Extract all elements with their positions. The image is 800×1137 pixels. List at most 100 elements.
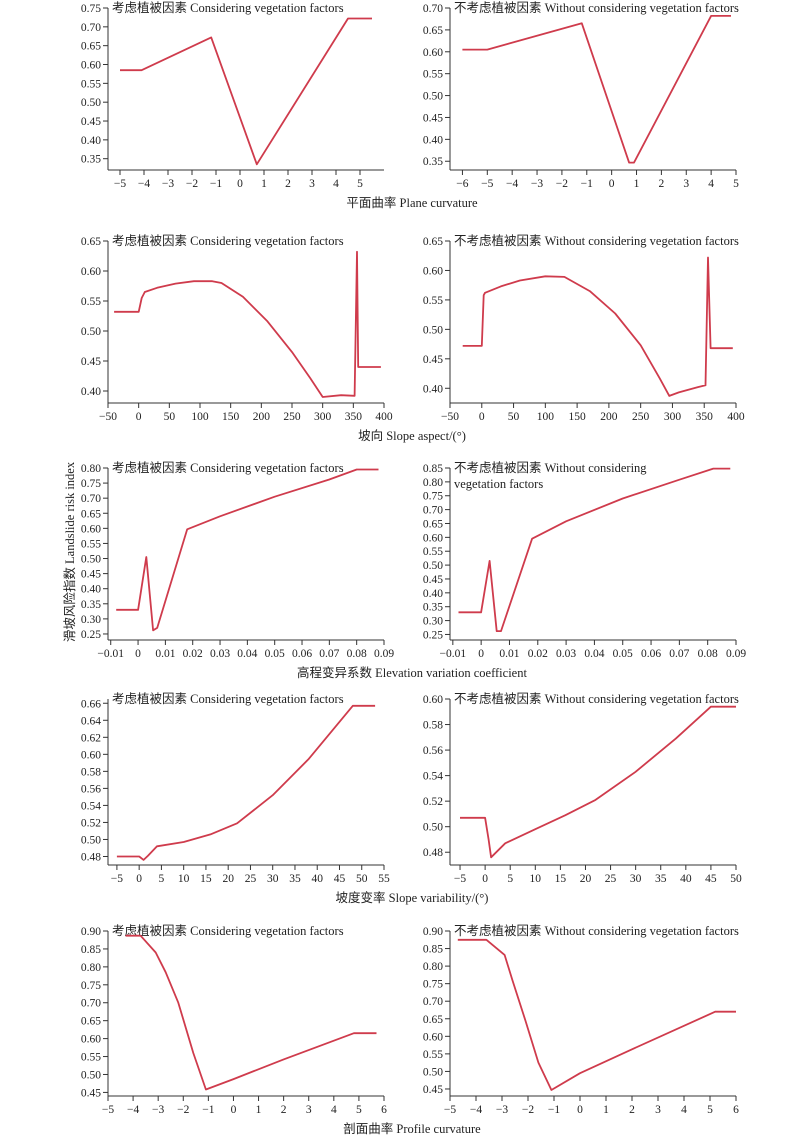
x-tick-label: −0.01 (440, 648, 467, 660)
y-tick-label: 0.50 (423, 1066, 443, 1078)
x-tick-label: 0 (135, 648, 141, 660)
y-axis-label: 滑坡风险指数 Landslide risk index (62, 461, 77, 642)
x-tick-label: 0 (479, 411, 485, 423)
y-tick-label: 0.90 (423, 926, 443, 938)
x-tick-label: 300 (314, 411, 332, 423)
x-tick-label: 40 (311, 873, 323, 885)
y-tick-label: 0.60 (423, 47, 443, 59)
x-tick-label: 100 (537, 411, 555, 423)
x-tick-label: 0 (136, 411, 142, 423)
x-tick-label: −5 (454, 873, 466, 885)
x-tick-label: −1 (202, 1104, 214, 1116)
x-tick-label: 400 (375, 411, 393, 423)
x-tick-label: 2 (629, 1104, 635, 1116)
y-tick-label: 0.54 (423, 771, 443, 783)
x-tick-label: 0 (482, 873, 488, 885)
y-tick-label: 0.48 (81, 851, 101, 863)
x-tick-label: 0.09 (726, 648, 746, 660)
x-tick-label: −1 (210, 178, 222, 190)
y-tick-label: 0.70 (423, 505, 443, 517)
x-tick-label: 20 (222, 873, 234, 885)
chart-panel-3: 0.40 0.45 0.50 0.55 0.60 0.65 −50 0 50 100 150 200 2… (81, 233, 393, 423)
x-tick-label: 10 (178, 873, 190, 885)
x-tick-label: 150 (222, 411, 240, 423)
x-tick-label: 0.05 (265, 648, 285, 660)
y-tick-label: 0.55 (423, 69, 443, 81)
x-tick-label: 5 (707, 1104, 713, 1116)
x-tick-label: 35 (655, 873, 667, 885)
y-tick-label: 0.45 (423, 574, 443, 586)
x-tick-label: −1 (548, 1104, 560, 1116)
x-tick-label: 350 (345, 411, 363, 423)
x-tick-label: 40 (680, 873, 692, 885)
x-tick-label: 15 (555, 873, 567, 885)
y-tick-label: 0.50 (81, 554, 101, 566)
x-tick-label: 2 (659, 178, 665, 190)
panel-title: 不考虑植被因素 Without considering vegetation f… (454, 233, 739, 248)
x-tick-label: 0 (609, 178, 615, 190)
y-tick-label: 0.40 (81, 135, 101, 147)
chart-panel-8: 0.48 0.50 0.52 0.54 0.56 0.58 0.60 −5 0 5 10 15 20 25… (423, 691, 742, 885)
y-tick-label: 0.64 (81, 715, 101, 727)
y-tick-label: 0.60 (423, 1031, 443, 1043)
x-tick-label: 25 (245, 873, 257, 885)
series-line-1 (462, 14, 731, 164)
y-tick-label: 0.60 (81, 1034, 101, 1046)
x-tick-label: −3 (162, 178, 174, 190)
x-tick-label: 30 (630, 873, 642, 885)
chart-panel-1: 0.35 0.40 0.45 0.50 0.55 0.60 0.65 0.70 0.75 −5 −4… (81, 0, 384, 190)
y-tick-label: 0.60 (81, 749, 101, 761)
x-tick-label: 250 (632, 411, 650, 423)
x-tick-label: 4 (333, 178, 339, 190)
x-tick-label: 250 (283, 411, 301, 423)
y-tick-label: 0.35 (81, 599, 101, 611)
x-tick-label: 5 (357, 178, 363, 190)
y-tick-label: 0.40 (423, 383, 443, 395)
x-tick-label: 25 (605, 873, 617, 885)
y-tick-label: 0.40 (81, 386, 101, 398)
x-tick-label: 5 (159, 873, 165, 885)
x-tick-label: 1 (603, 1104, 609, 1116)
x-tick-label: 0.08 (347, 648, 367, 660)
chart-panel-9: 0.45 0.50 0.55 0.60 0.65 0.70 0.75 0.80 0.85 0.90… (81, 923, 387, 1116)
y-tick-label: 0.70 (423, 996, 443, 1008)
x-tick-label: 0.06 (292, 648, 312, 660)
series-line-1 (116, 468, 379, 632)
x-tick-label: 5 (356, 1104, 362, 1116)
x-tick-label: 200 (600, 411, 618, 423)
x-tick-label: 0 (231, 1104, 237, 1116)
y-tick-label: 0.40 (423, 588, 443, 600)
x-axis-label-row-2: 坡向 Slope aspect/(°) (358, 428, 466, 443)
y-tick-label: 0.65 (81, 508, 101, 520)
x-tick-label: 20 (580, 873, 592, 885)
y-tick-label: 0.40 (423, 134, 443, 146)
x-axis-label-row-4: 坡度变率 Slope variability/(°) (336, 890, 489, 905)
y-tick-label: 0.65 (423, 236, 443, 248)
panel-title: 不考虑植被因素 Without considering vegetation f… (454, 691, 739, 706)
x-tick-label: 6 (733, 1104, 739, 1116)
series-line-1 (457, 938, 736, 1091)
y-tick-label: 0.90 (81, 926, 101, 938)
y-tick-label: 0.50 (423, 91, 443, 103)
y-tick-label: 0.70 (423, 3, 443, 15)
y-tick-label: 0.58 (81, 766, 101, 778)
panel-title: 不考虑植被因素 Without considering vegetation f… (454, 923, 739, 938)
y-tick-label: 0.80 (423, 477, 443, 489)
x-tick-label: −5 (481, 178, 493, 190)
y-tick-label: 0.55 (81, 296, 101, 308)
x-tick-label: −3 (531, 178, 543, 190)
y-tick-label: 0.55 (423, 295, 443, 307)
x-tick-label: 30 (267, 873, 279, 885)
y-tick-label: 0.60 (81, 523, 101, 535)
series-line-1 (460, 705, 736, 859)
chart-panel-7: 0.48 0.50 0.52 0.54 0.56 0.58 0.60 0.62 0.64 0.66… (81, 691, 390, 885)
x-tick-label: 1 (261, 178, 267, 190)
x-tick-label: 4 (681, 1104, 687, 1116)
y-tick-label: 0.45 (423, 112, 443, 124)
panel-title: 考虑植被因素 Considering vegetation factors (112, 691, 344, 706)
x-tick-label: −4 (470, 1104, 482, 1116)
x-tick-label: 45 (334, 873, 346, 885)
x-axis-label-row-1: 平面曲率 Plane curvature (346, 195, 478, 210)
y-tick-label: 0.25 (423, 629, 443, 641)
y-tick-label: 0.52 (81, 817, 101, 829)
